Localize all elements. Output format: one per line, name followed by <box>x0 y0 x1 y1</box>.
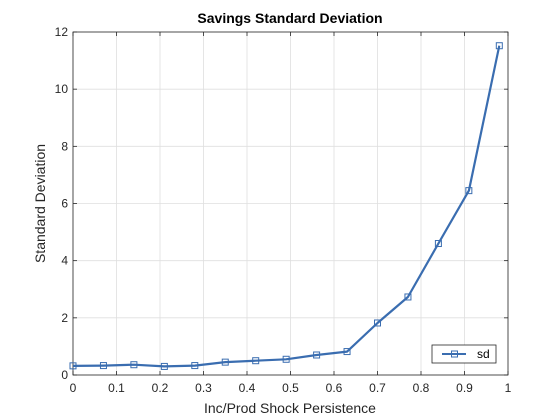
data-point-marker <box>191 362 199 370</box>
y-tick-label: 0 <box>61 368 68 382</box>
data-point-marker <box>343 348 351 356</box>
data-point-marker <box>495 42 503 50</box>
data-point-marker <box>99 362 107 370</box>
data-point-marker <box>434 240 442 248</box>
data-point-marker <box>252 357 260 365</box>
data-point-marker <box>374 319 381 327</box>
y-tick-label: 2 <box>61 311 68 325</box>
data-point-marker <box>313 351 321 359</box>
legend-label: sd <box>477 347 490 361</box>
x-axis-label: Inc/Prod Shock Persistence <box>204 400 376 416</box>
x-tick-label: 0.4 <box>239 381 256 395</box>
chart-title: Savings Standard Deviation <box>197 10 382 26</box>
x-tick-label: 0 <box>70 381 77 395</box>
data-point-marker <box>69 362 77 370</box>
y-tick-label: 8 <box>61 139 68 153</box>
y-axis-label: Standard Deviation <box>32 144 48 263</box>
data-point-marker <box>404 293 412 301</box>
x-tick-label: 0.2 <box>152 381 169 395</box>
x-tick-label: 1 <box>505 381 512 395</box>
series-layer <box>69 42 503 370</box>
x-tick-label: 0.6 <box>326 381 343 395</box>
y-tick-label: 12 <box>55 25 69 39</box>
legend-marker <box>451 350 458 358</box>
series-line-sd <box>72 45 501 368</box>
data-point-marker <box>160 362 168 370</box>
y-tick-label: 6 <box>61 197 68 211</box>
x-tick-label: 0.9 <box>456 381 473 395</box>
data-point-marker <box>221 358 229 366</box>
x-tick-label: 0.7 <box>369 381 386 395</box>
y-tick-label: 10 <box>55 82 69 96</box>
x-tick-label: 0.1 <box>108 381 125 395</box>
y-tick-label: 4 <box>61 254 68 268</box>
data-point-marker <box>130 361 138 369</box>
x-tick-label: 0.3 <box>195 381 212 395</box>
data-point-marker <box>465 187 473 195</box>
data-point-marker <box>282 355 290 363</box>
x-tick-label: 0.8 <box>413 381 430 395</box>
legend: sd <box>431 344 497 364</box>
x-tick-label: 0.5 <box>282 381 299 395</box>
